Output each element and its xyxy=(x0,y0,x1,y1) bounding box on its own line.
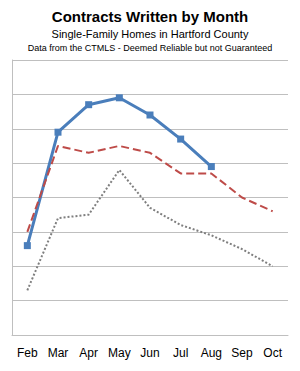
svg-text:Single-Family Homes in Hartfor: Single-Family Homes in Hartford County xyxy=(52,28,249,40)
svg-text:Aug: Aug xyxy=(201,346,222,360)
svg-text:Contracts Written by Month: Contracts Written by Month xyxy=(52,8,248,25)
svg-text:Sep: Sep xyxy=(231,346,253,360)
svg-text:Mar: Mar xyxy=(48,346,69,360)
svg-text:Jul: Jul xyxy=(173,346,188,360)
svg-text:May: May xyxy=(108,346,131,360)
svg-text:Feb: Feb xyxy=(17,346,38,360)
svg-text:Jun: Jun xyxy=(140,346,159,360)
svg-text:Oct: Oct xyxy=(263,346,282,360)
svg-text:Apr: Apr xyxy=(79,346,98,360)
svg-text:Data from the CTMLS - Deemed R: Data from the CTMLS - Deemed Reliable bu… xyxy=(28,43,273,53)
